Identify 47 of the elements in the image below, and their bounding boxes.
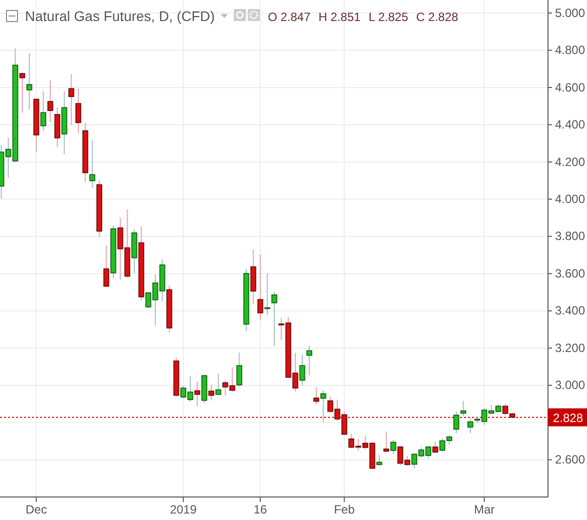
y-tick-label: 3.000 (555, 378, 586, 392)
y-tick-label: 4.800 (555, 43, 586, 58)
y-tick-label: 4.200 (555, 154, 586, 169)
y-tick-label: 5.000 (555, 6, 586, 20)
candlestick (313, 386, 320, 405)
x-tick-label: Mar (474, 502, 495, 517)
y-tick-label: 2.600 (555, 452, 586, 467)
x-tick-label: 16 (254, 502, 268, 517)
candlestick (54, 107, 60, 148)
candlestick (271, 291, 278, 347)
candlestick (215, 373, 222, 395)
annotation: O 2.847 (268, 10, 311, 24)
y-tick-label: 3.200 (555, 340, 586, 355)
y-tick-label: 3.600 (555, 266, 586, 280)
candlestick (208, 384, 214, 401)
ref-line-label: 2.828 (553, 410, 584, 425)
candlestick (19, 72, 26, 114)
candlestick (75, 88, 82, 134)
annotation: C 2.828 (416, 10, 459, 24)
y-tick-label: 3.400 (555, 304, 586, 318)
candlestick (432, 441, 438, 454)
x-tick-label: Feb (334, 502, 355, 517)
candlestick (236, 352, 242, 387)
candlestick (89, 140, 96, 188)
annotation: L 2.825 (368, 10, 408, 24)
candlestick (376, 454, 382, 466)
candlestick (390, 439, 396, 455)
x-tick-label: 2019 (170, 502, 197, 517)
candlestick (194, 380, 200, 407)
candlestick (467, 418, 474, 434)
x-tick-label: Dec (26, 502, 47, 517)
y-tick-label: 3.800 (555, 229, 586, 244)
candlestick (383, 430, 390, 452)
y-tick-label: 4.400 (555, 118, 586, 132)
candlestick (103, 245, 110, 288)
y-tick-label: 4.600 (555, 80, 586, 94)
candlestick (299, 354, 306, 386)
text: Natural Gas Futures, D, (CFD) (25, 8, 215, 24)
candlestick (47, 80, 54, 122)
annotation: H 2.851 (318, 10, 361, 24)
candlestick (68, 74, 74, 126)
candlestick (26, 52, 32, 110)
candlestick (453, 411, 460, 434)
candlestick (460, 400, 466, 417)
candlestick (257, 254, 264, 321)
y-tick-label: 4.000 (555, 192, 586, 206)
candlestick (40, 90, 46, 132)
